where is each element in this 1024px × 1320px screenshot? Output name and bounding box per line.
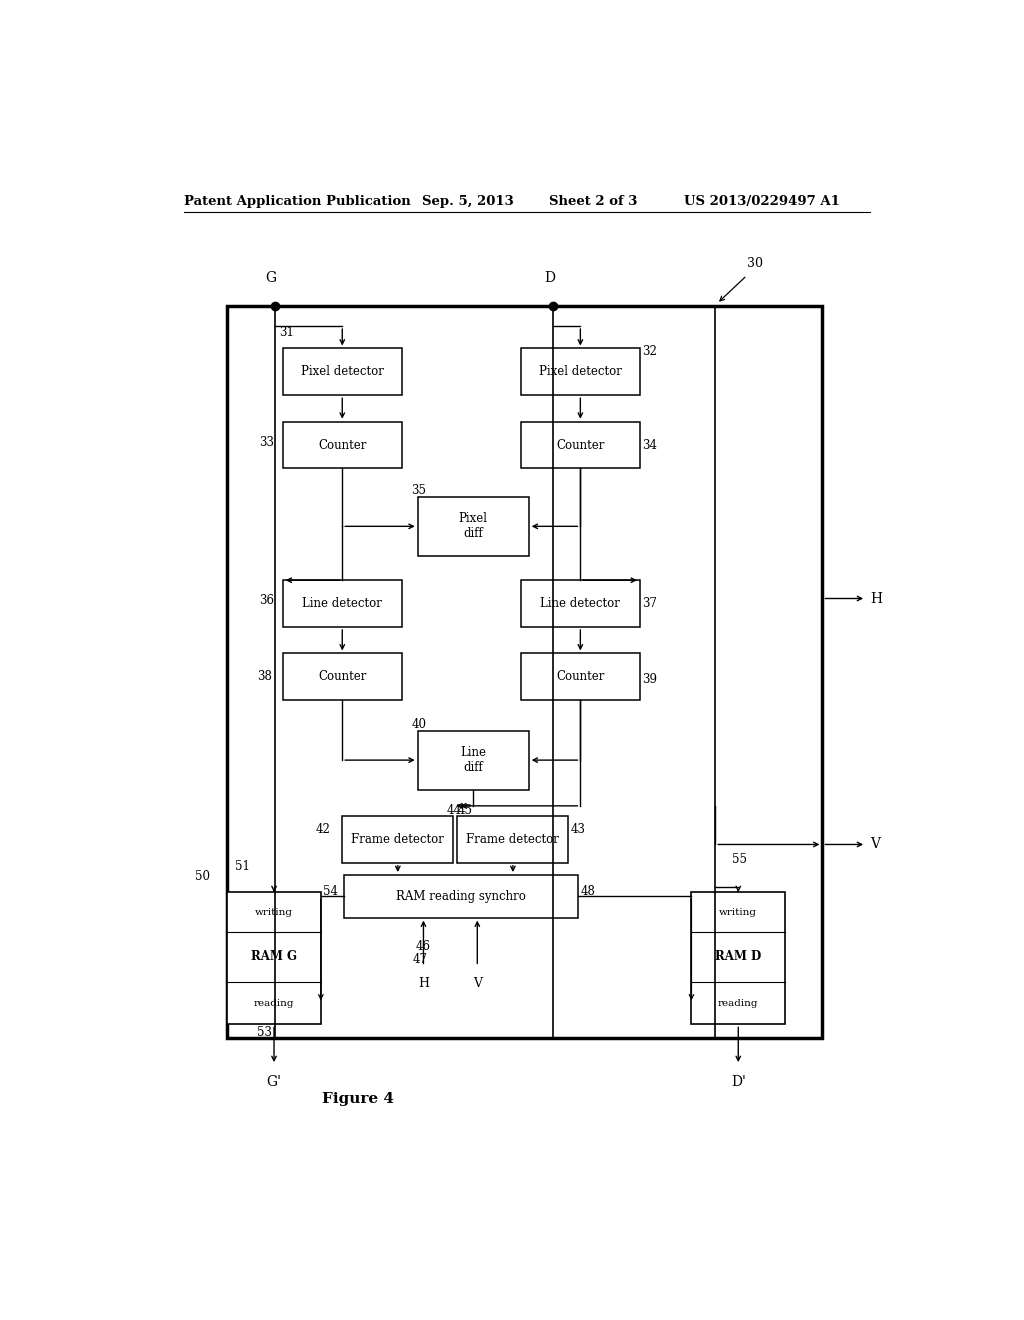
Text: V: V xyxy=(473,977,482,990)
FancyBboxPatch shape xyxy=(521,581,640,627)
Text: 45: 45 xyxy=(458,804,472,817)
Text: 34: 34 xyxy=(642,438,657,451)
FancyBboxPatch shape xyxy=(344,875,578,917)
Text: 30: 30 xyxy=(748,257,763,271)
Text: Sep. 5, 2013: Sep. 5, 2013 xyxy=(422,194,513,207)
Text: 32: 32 xyxy=(642,345,657,358)
Text: 55: 55 xyxy=(732,853,746,866)
Text: G': G' xyxy=(266,1076,282,1089)
FancyBboxPatch shape xyxy=(283,653,401,700)
Text: V: V xyxy=(870,837,880,851)
Text: D': D' xyxy=(731,1076,745,1089)
Text: Counter: Counter xyxy=(556,438,604,451)
Text: 51: 51 xyxy=(236,861,250,874)
Text: D: D xyxy=(544,272,555,285)
FancyBboxPatch shape xyxy=(521,653,640,700)
FancyBboxPatch shape xyxy=(458,816,568,863)
Text: RAM G: RAM G xyxy=(251,950,297,964)
FancyBboxPatch shape xyxy=(418,496,528,556)
Text: Sheet 2 of 3: Sheet 2 of 3 xyxy=(549,194,637,207)
Text: Pixel detector: Pixel detector xyxy=(301,366,384,379)
Text: Line detector: Line detector xyxy=(302,597,382,610)
Text: writing: writing xyxy=(255,908,293,916)
FancyBboxPatch shape xyxy=(283,581,401,627)
Text: 47: 47 xyxy=(413,953,427,966)
Text: reading: reading xyxy=(254,999,294,1007)
Text: H: H xyxy=(418,977,429,990)
Text: 39: 39 xyxy=(642,673,657,686)
Text: Pixel
diff: Pixel diff xyxy=(459,512,487,540)
Text: US 2013/0229497 A1: US 2013/0229497 A1 xyxy=(684,194,840,207)
Text: 31: 31 xyxy=(280,326,295,339)
Text: Patent Application Publication: Patent Application Publication xyxy=(183,194,411,207)
FancyBboxPatch shape xyxy=(521,348,640,395)
FancyBboxPatch shape xyxy=(283,421,401,469)
Text: reading: reading xyxy=(718,999,759,1007)
Text: 46: 46 xyxy=(416,940,430,953)
Text: 38: 38 xyxy=(257,671,272,684)
Text: H: H xyxy=(870,591,882,606)
Text: 40: 40 xyxy=(412,718,426,731)
Text: Counter: Counter xyxy=(318,671,367,684)
FancyBboxPatch shape xyxy=(227,892,321,1024)
Text: Frame detector: Frame detector xyxy=(351,833,444,846)
FancyBboxPatch shape xyxy=(521,421,640,469)
Text: 37: 37 xyxy=(642,597,657,610)
FancyBboxPatch shape xyxy=(227,306,822,1038)
Text: 35: 35 xyxy=(412,484,426,498)
Text: Pixel detector: Pixel detector xyxy=(539,366,622,379)
FancyBboxPatch shape xyxy=(691,892,785,1024)
Text: 54: 54 xyxy=(324,884,338,898)
Text: Line detector: Line detector xyxy=(541,597,621,610)
FancyBboxPatch shape xyxy=(418,731,528,789)
Text: 44: 44 xyxy=(447,804,462,817)
FancyBboxPatch shape xyxy=(342,816,454,863)
Text: 53: 53 xyxy=(257,1026,271,1039)
Text: 36: 36 xyxy=(259,594,274,607)
Text: G: G xyxy=(265,272,276,285)
Text: Counter: Counter xyxy=(556,671,604,684)
Text: RAM D: RAM D xyxy=(715,950,762,964)
FancyBboxPatch shape xyxy=(283,348,401,395)
Text: Frame detector: Frame detector xyxy=(467,833,559,846)
Text: 48: 48 xyxy=(581,884,595,898)
Text: 43: 43 xyxy=(570,822,586,836)
Text: Counter: Counter xyxy=(318,438,367,451)
Text: Figure 4: Figure 4 xyxy=(323,1092,394,1106)
Text: 42: 42 xyxy=(315,822,330,836)
Text: Line
diff: Line diff xyxy=(460,746,486,774)
Text: RAM reading synchro: RAM reading synchro xyxy=(396,890,526,903)
Text: 33: 33 xyxy=(259,437,274,450)
Text: 50: 50 xyxy=(196,870,211,883)
Text: writing: writing xyxy=(719,908,758,916)
